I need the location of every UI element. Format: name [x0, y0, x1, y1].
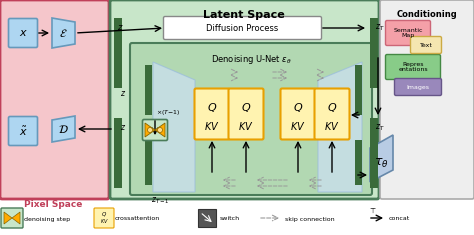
Polygon shape — [52, 116, 75, 142]
Bar — [355, 140, 362, 185]
Polygon shape — [198, 209, 216, 227]
Circle shape — [147, 128, 153, 133]
Text: $\top$: $\top$ — [367, 207, 376, 215]
Text: skip connection: skip connection — [285, 216, 335, 222]
FancyBboxPatch shape — [130, 43, 372, 195]
FancyBboxPatch shape — [228, 89, 264, 140]
Bar — [355, 65, 362, 115]
Polygon shape — [4, 212, 12, 224]
FancyBboxPatch shape — [385, 55, 440, 79]
FancyBboxPatch shape — [394, 78, 441, 95]
FancyBboxPatch shape — [281, 89, 316, 140]
Text: $Q$: $Q$ — [101, 209, 107, 218]
Text: $z_T$: $z_T$ — [375, 23, 385, 33]
Bar — [114, 118, 122, 188]
FancyBboxPatch shape — [164, 16, 321, 39]
Text: Images: Images — [407, 85, 429, 90]
Text: concat: concat — [389, 216, 410, 222]
Bar — [145, 140, 152, 185]
Text: $\mathcal{D}$: $\mathcal{D}$ — [58, 123, 68, 135]
Text: Repres
entations: Repres entations — [398, 62, 428, 72]
Text: Semantic
Map: Semantic Map — [393, 27, 423, 38]
Polygon shape — [145, 123, 155, 137]
FancyBboxPatch shape — [94, 208, 114, 228]
Polygon shape — [12, 212, 20, 224]
Text: $Q$: $Q$ — [327, 101, 337, 114]
FancyBboxPatch shape — [385, 20, 430, 46]
FancyBboxPatch shape — [1, 208, 23, 228]
Circle shape — [157, 128, 163, 133]
Bar — [114, 18, 122, 88]
FancyBboxPatch shape — [194, 89, 229, 140]
FancyBboxPatch shape — [410, 36, 441, 54]
Bar — [370, 118, 378, 188]
Text: Conditioning: Conditioning — [397, 10, 457, 19]
Text: $z$: $z$ — [117, 23, 123, 32]
Polygon shape — [318, 62, 362, 192]
Text: Pixel Space: Pixel Space — [24, 200, 82, 209]
FancyBboxPatch shape — [380, 0, 474, 199]
Text: $z_T$: $z_T$ — [375, 123, 385, 133]
Polygon shape — [153, 62, 195, 192]
Text: $x$: $x$ — [18, 28, 27, 38]
Polygon shape — [370, 135, 393, 182]
Text: $\tau_\theta$: $\tau_\theta$ — [374, 157, 388, 169]
Text: $\times(T{-}1)$: $\times(T{-}1)$ — [156, 107, 181, 117]
Text: $z$: $z$ — [120, 124, 126, 133]
Text: $KV$: $KV$ — [238, 120, 254, 132]
Text: Text: Text — [419, 43, 432, 47]
FancyBboxPatch shape — [9, 19, 37, 47]
FancyBboxPatch shape — [143, 120, 167, 141]
Text: $Q$: $Q$ — [293, 101, 303, 114]
FancyBboxPatch shape — [9, 117, 37, 145]
Text: $KV$: $KV$ — [290, 120, 306, 132]
Text: $\tilde{x}$: $\tilde{x}$ — [18, 125, 27, 137]
Text: Diffusion Process: Diffusion Process — [206, 24, 278, 32]
Text: $KV$: $KV$ — [324, 120, 340, 132]
Text: Latent Space: Latent Space — [203, 10, 285, 20]
Text: switch: switch — [220, 216, 240, 222]
Text: denoising step: denoising step — [24, 216, 70, 222]
Text: $z$: $z$ — [120, 89, 126, 98]
Bar — [145, 65, 152, 115]
Bar — [370, 18, 378, 88]
Text: Denoising U-Net $\epsilon_\theta$: Denoising U-Net $\epsilon_\theta$ — [210, 53, 292, 66]
Text: $KV$: $KV$ — [100, 217, 109, 225]
Text: $Q$: $Q$ — [207, 101, 217, 114]
FancyBboxPatch shape — [110, 0, 379, 199]
Text: $KV$: $KV$ — [204, 120, 220, 132]
Polygon shape — [155, 123, 165, 137]
FancyBboxPatch shape — [0, 0, 109, 199]
Text: crossattention: crossattention — [115, 216, 160, 222]
Polygon shape — [52, 18, 75, 48]
Text: $z_{T-1}$: $z_{T-1}$ — [151, 195, 169, 205]
FancyBboxPatch shape — [315, 89, 349, 140]
Text: $\mathcal{E}$: $\mathcal{E}$ — [59, 27, 67, 39]
Text: $Q$: $Q$ — [241, 101, 251, 114]
